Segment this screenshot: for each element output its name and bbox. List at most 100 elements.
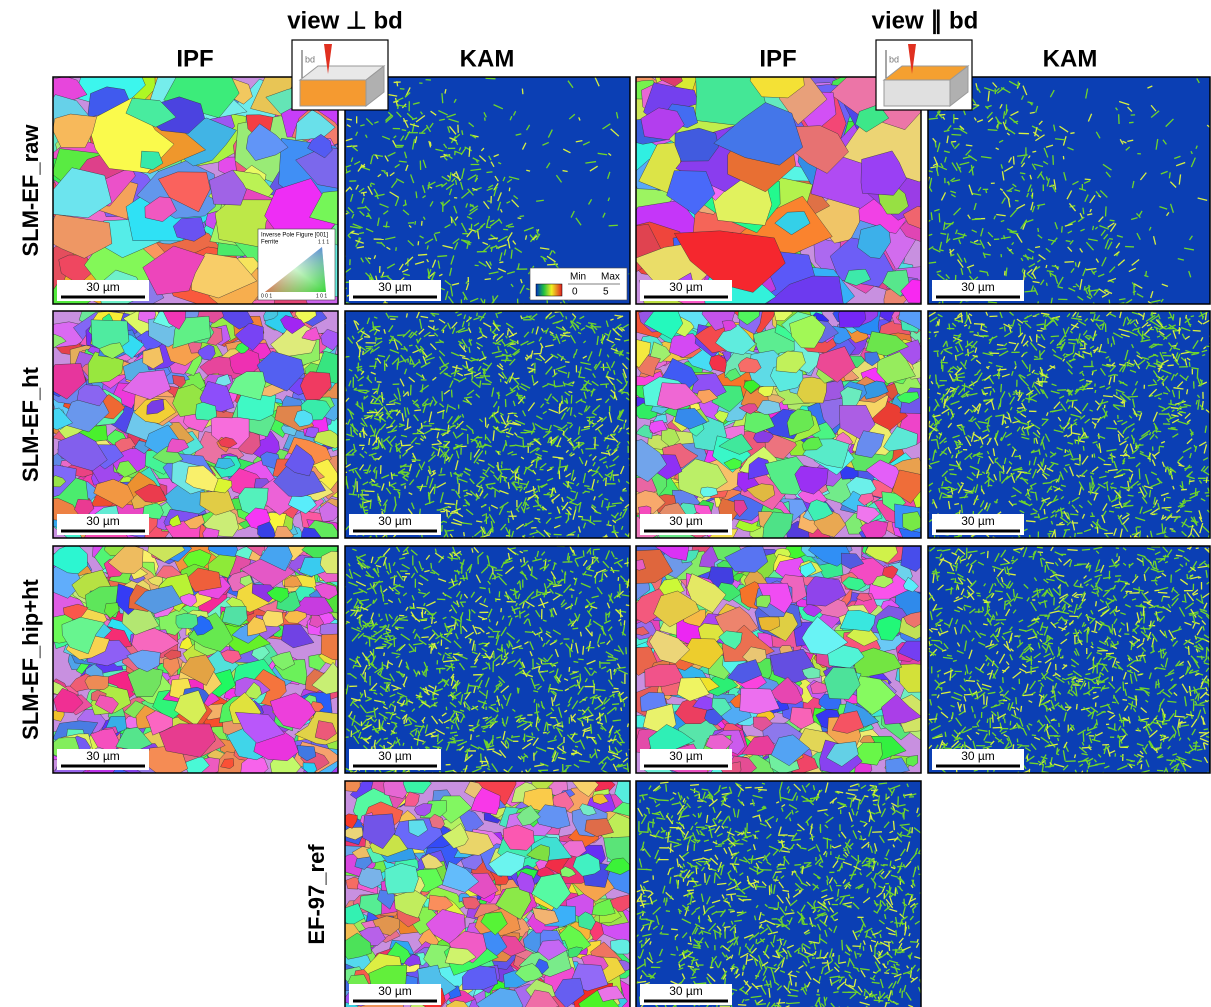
kam-feature xyxy=(523,446,531,447)
kam-feature xyxy=(1152,514,1156,515)
grain xyxy=(838,301,865,327)
scale-bar-label: 30 µm xyxy=(669,280,703,294)
kam-feature xyxy=(1106,206,1107,216)
kam-feature xyxy=(1056,347,1061,348)
kam-feature xyxy=(1184,511,1192,512)
kam-feature xyxy=(1034,359,1043,360)
kam-feature xyxy=(1038,514,1039,519)
kam-feature xyxy=(442,93,443,103)
kam-feature xyxy=(508,518,509,523)
kam-feature xyxy=(408,392,409,396)
kam-feature xyxy=(366,348,371,349)
kam-feature xyxy=(445,530,453,531)
kam-feature xyxy=(471,224,472,231)
kam-feature xyxy=(402,130,406,131)
kam-feature xyxy=(508,413,514,414)
kam-feature xyxy=(389,316,398,317)
kam-feature xyxy=(608,521,609,526)
scale-bar-label: 30 µm xyxy=(961,280,995,294)
kam-feature xyxy=(375,448,378,449)
kam-feature xyxy=(1109,511,1114,512)
kam-feature xyxy=(448,507,451,508)
kam-feature xyxy=(440,367,441,370)
kam-feature xyxy=(430,142,431,146)
kam-feature xyxy=(1032,151,1036,152)
kam-feature xyxy=(1114,375,1115,382)
kam-feature xyxy=(485,118,486,121)
kam-feature xyxy=(396,147,403,148)
kam-feature xyxy=(1169,172,1170,178)
kam-feature xyxy=(469,339,470,342)
kam-feature xyxy=(514,378,519,379)
kam-feature xyxy=(1093,226,1094,230)
kam-feature xyxy=(361,490,365,491)
kam-feature xyxy=(1188,526,1194,527)
kam-feature xyxy=(1020,455,1021,459)
kam-feature xyxy=(1106,428,1117,429)
kam-feature xyxy=(1116,392,1117,395)
kam-map xyxy=(922,77,1211,310)
kam-feature xyxy=(398,472,408,473)
kam-feature xyxy=(1165,534,1166,545)
kam-feature xyxy=(342,440,350,441)
kam-map xyxy=(920,311,1211,546)
scale-bar-label: 30 µm xyxy=(86,280,120,294)
kam-feature xyxy=(1033,316,1037,317)
kam-feature xyxy=(1044,509,1045,515)
kam-feature xyxy=(1206,496,1210,497)
kam-feature xyxy=(939,319,940,326)
kam-feature xyxy=(624,423,625,428)
kam-feature xyxy=(1189,362,1190,367)
kam-feature xyxy=(1070,133,1074,134)
kam-feature xyxy=(1006,268,1007,277)
kam-feature xyxy=(969,421,973,422)
kam-feature xyxy=(951,135,961,136)
kam-feature xyxy=(369,438,370,445)
kam-feature xyxy=(1046,283,1047,286)
kam-feature xyxy=(416,191,417,198)
view-title: view ∥ bd xyxy=(872,7,979,34)
kam-feature xyxy=(487,201,490,202)
kam-feature xyxy=(1180,318,1181,326)
kam-feature xyxy=(1051,336,1059,337)
kam-feature xyxy=(1120,382,1124,383)
kam-feature xyxy=(364,396,365,399)
kam-feature xyxy=(1095,390,1096,393)
kam-feature xyxy=(489,216,490,220)
kam-feature xyxy=(973,104,979,105)
row-label: SLM-EF_raw xyxy=(18,124,43,257)
kam-feature xyxy=(1000,398,1001,407)
kam-feature xyxy=(500,476,501,483)
kam-feature xyxy=(937,352,938,357)
kam-feature xyxy=(1029,461,1030,466)
kam-feature xyxy=(526,170,530,171)
kam-feature xyxy=(444,444,445,449)
kam-feature xyxy=(398,105,399,109)
kam-feature xyxy=(1030,535,1031,545)
kam-feature xyxy=(1191,316,1194,317)
column-title: KAM xyxy=(460,45,515,72)
scale-bar-label: 30 µm xyxy=(86,514,120,528)
kam-feature xyxy=(939,250,943,251)
kam-feature xyxy=(967,312,968,318)
kam-feature xyxy=(1105,472,1109,473)
kam-feature xyxy=(1022,410,1026,411)
kam-feature xyxy=(1070,514,1078,515)
kam-feature xyxy=(346,456,347,464)
kam-feature xyxy=(351,427,352,435)
kam-feature xyxy=(477,313,478,317)
kam-feature xyxy=(997,369,1006,370)
kam-feature xyxy=(935,449,936,452)
kam-feature xyxy=(988,130,998,131)
kam-feature xyxy=(1128,458,1135,459)
kam-feature xyxy=(414,410,421,411)
kam-feature xyxy=(451,390,452,398)
kam-feature xyxy=(1154,431,1161,432)
kam-feature xyxy=(524,487,525,490)
kam-feature xyxy=(377,338,383,339)
kam-feature xyxy=(951,141,956,142)
kam-feature xyxy=(597,480,598,483)
kam-feature xyxy=(509,188,510,192)
kam-feature xyxy=(518,218,522,219)
kam-feature xyxy=(939,213,940,222)
